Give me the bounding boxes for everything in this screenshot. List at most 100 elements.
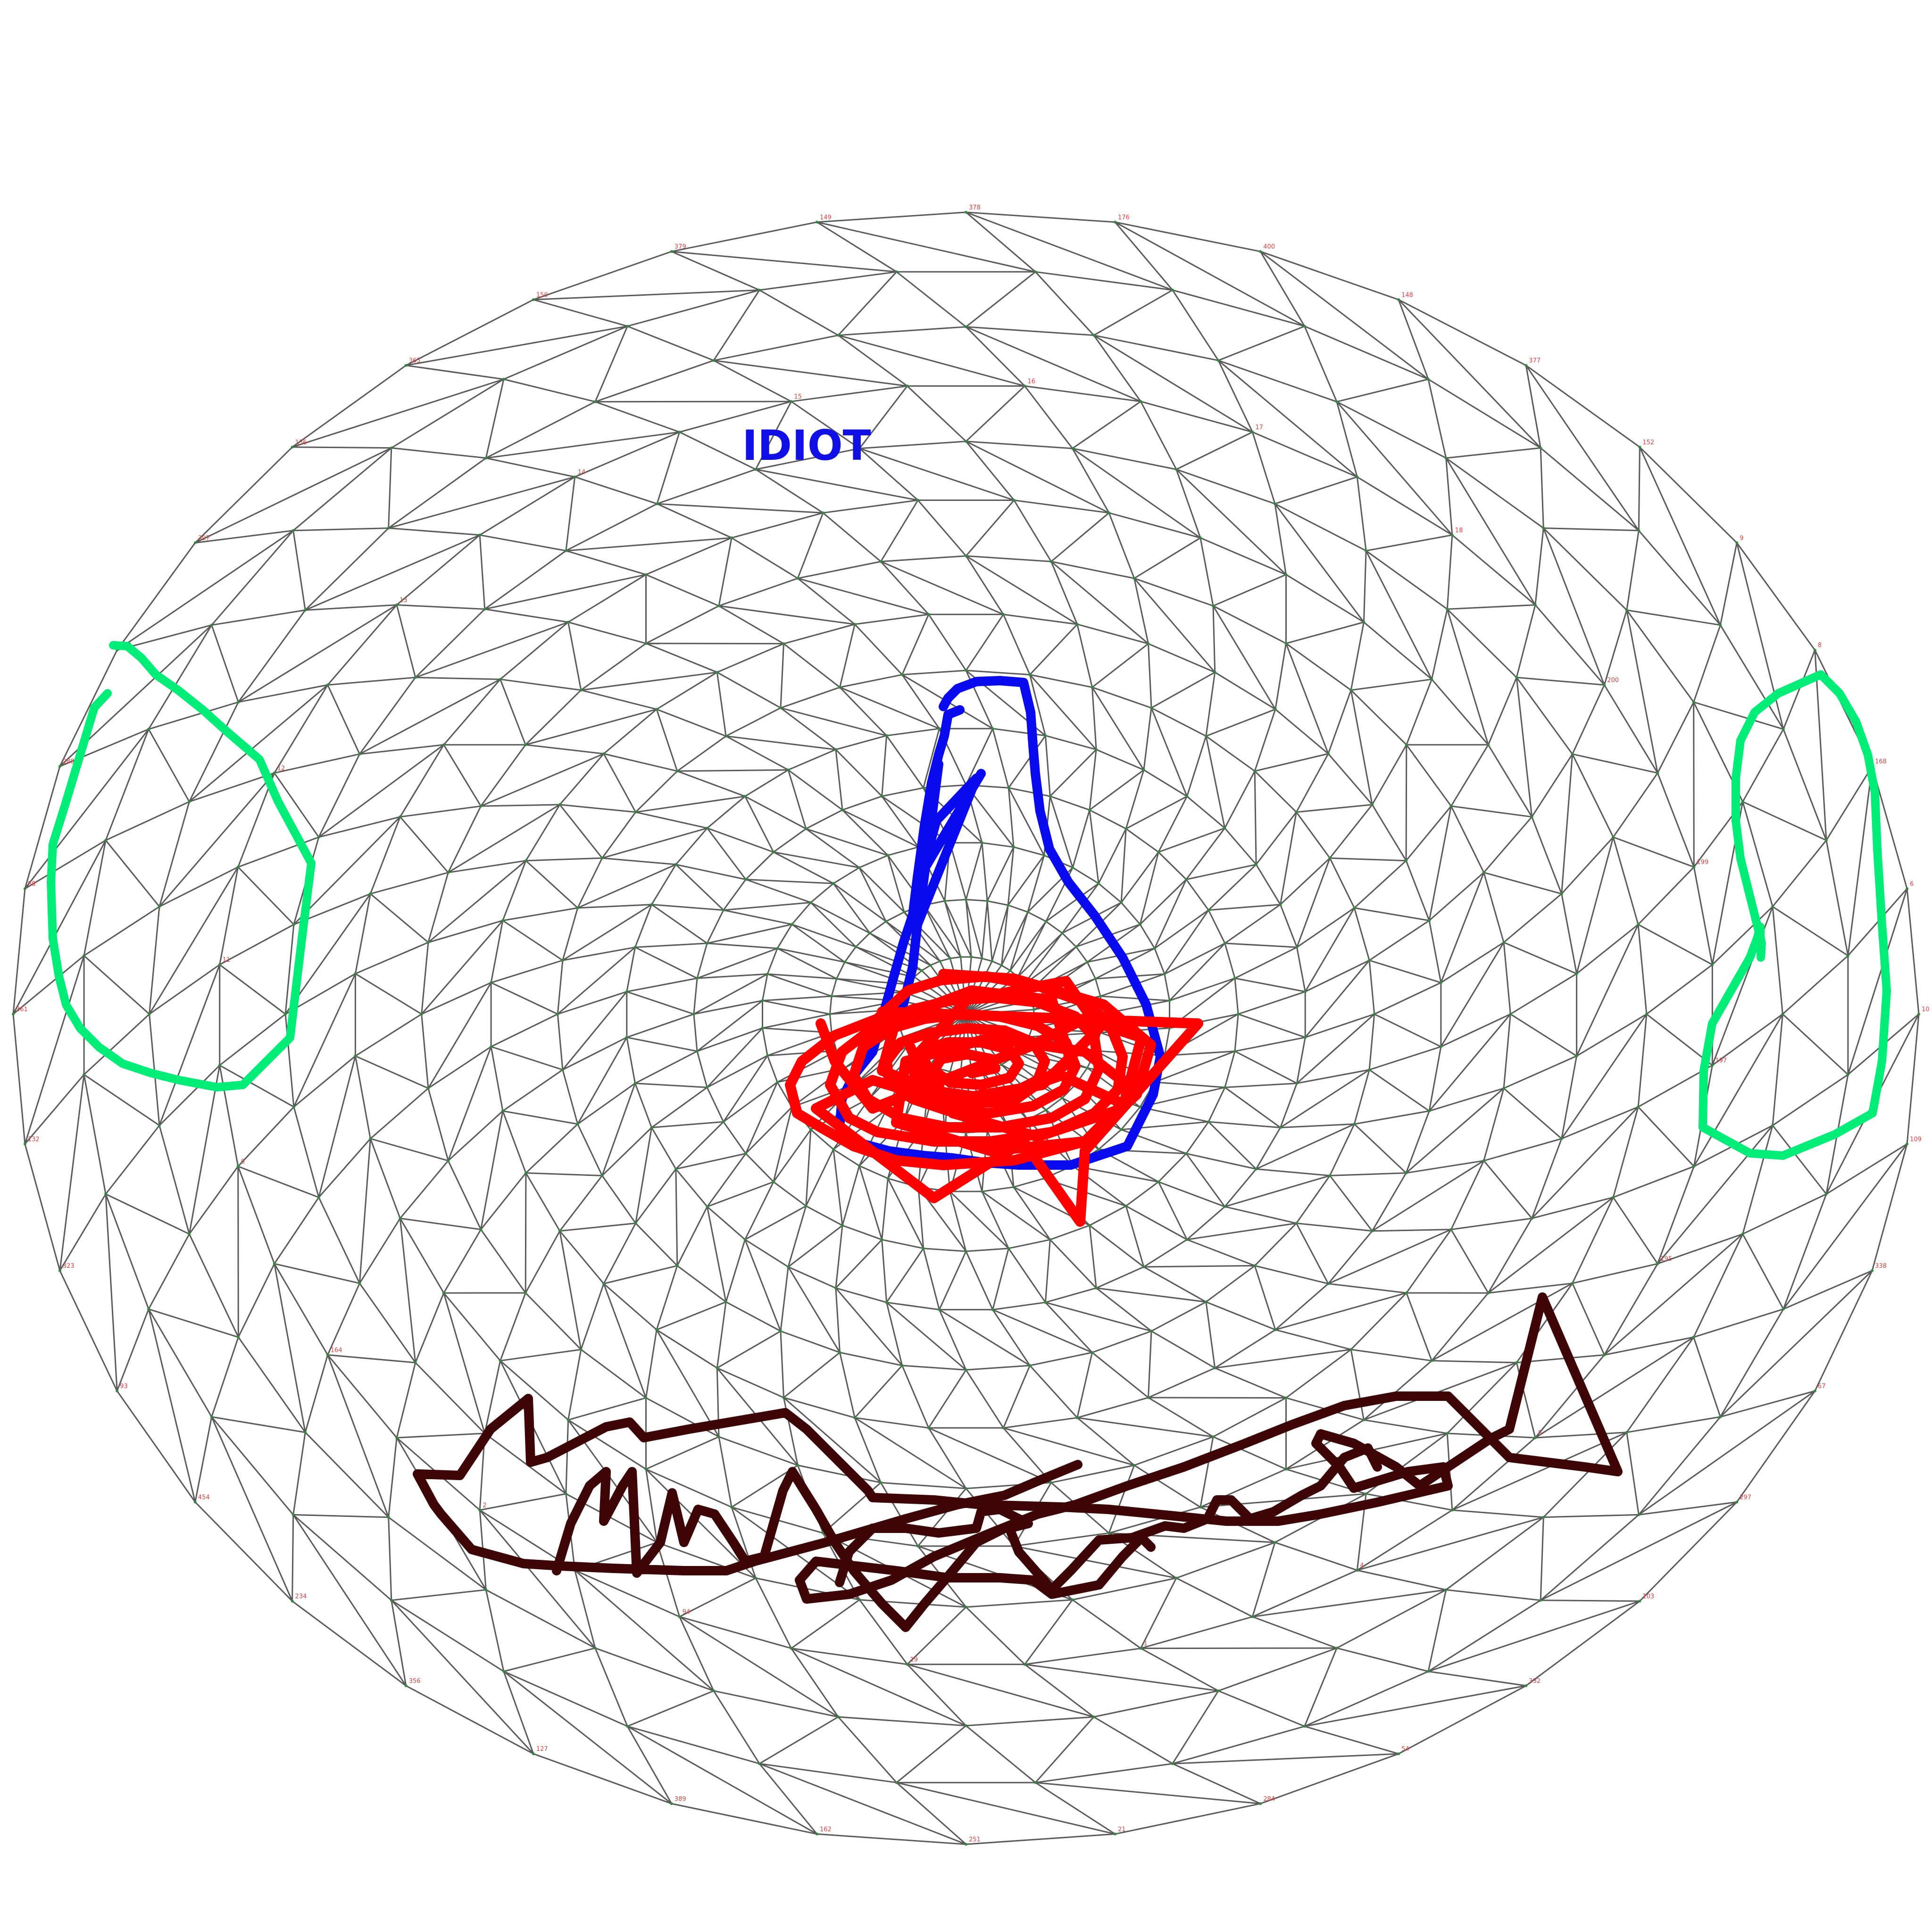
mesh-edge xyxy=(1089,1224,1144,1268)
mesh-edge xyxy=(1638,924,1713,966)
mesh-edge xyxy=(1098,1129,1122,1150)
mesh-vertex xyxy=(1571,752,1574,756)
vertex-index-label: 251 xyxy=(969,1836,981,1843)
mesh-edge xyxy=(992,728,1009,788)
mesh-vertex xyxy=(600,1174,604,1177)
mesh-edge xyxy=(1366,1493,1453,1511)
mesh-edge xyxy=(1172,1753,1399,1765)
mesh-edge xyxy=(780,686,840,709)
mesh-edge xyxy=(679,431,756,470)
mesh-vertex xyxy=(906,384,909,388)
mesh-edge xyxy=(1134,1436,1214,1466)
mesh-edge xyxy=(723,1121,747,1154)
mesh-edge xyxy=(706,909,724,944)
mesh-vertex xyxy=(816,220,818,224)
mesh-edge xyxy=(982,1191,1051,1241)
mesh-edge xyxy=(806,809,843,830)
mesh-edge xyxy=(791,902,812,925)
mesh-vertex xyxy=(237,700,240,704)
mesh-edge xyxy=(1305,1013,1375,1038)
mesh-edge xyxy=(1304,1671,1429,1727)
mesh-edge xyxy=(1363,1360,1432,1421)
mesh-vertex xyxy=(1365,1492,1368,1495)
mesh-edge xyxy=(1044,735,1051,797)
mesh-edge xyxy=(24,1074,85,1145)
mesh-edge xyxy=(391,1589,486,1601)
vertex-index-label: 377 xyxy=(1529,358,1541,365)
mesh-vertex xyxy=(420,1013,423,1016)
vertex-index-label: 4 xyxy=(1360,1562,1364,1569)
mesh-edge xyxy=(759,289,839,336)
mesh-vertex xyxy=(782,1396,785,1399)
mesh-edge xyxy=(1061,883,1099,934)
mesh-edge xyxy=(159,866,239,908)
mesh-vertex xyxy=(561,959,564,962)
mesh-edge xyxy=(1451,1437,1536,1511)
mesh-vertex xyxy=(210,1415,213,1418)
mesh-vertex xyxy=(1213,671,1216,674)
mesh-vertex xyxy=(1284,573,1288,576)
mesh-vertex xyxy=(58,1269,61,1272)
mesh-edge xyxy=(354,1056,371,1139)
mesh-edge xyxy=(759,271,897,291)
mesh-edge xyxy=(839,686,940,730)
mesh-edge xyxy=(1027,911,1047,922)
mesh-edge xyxy=(1218,1690,1305,1727)
mesh-edge xyxy=(1446,535,1453,609)
mesh-edge xyxy=(1208,864,1257,911)
mesh-edge xyxy=(562,1036,627,1071)
mesh-vertex xyxy=(766,973,769,975)
mesh-edge xyxy=(565,476,576,551)
mesh-edge xyxy=(1452,1509,1544,1518)
vertex-index-label: 361 xyxy=(16,1006,28,1013)
mesh-edge xyxy=(238,1337,306,1433)
mesh-edge xyxy=(1254,770,1297,813)
mesh-edge xyxy=(823,500,918,514)
mesh-edge xyxy=(59,650,118,767)
mesh-edge xyxy=(1049,1224,1090,1241)
mesh-vertex xyxy=(317,835,320,839)
mesh-edge xyxy=(1446,608,1489,745)
mesh-edge xyxy=(396,605,416,678)
mesh-edge xyxy=(1199,1436,1214,1507)
mesh-vertex xyxy=(1906,887,1909,891)
mesh-vertex xyxy=(1487,743,1490,746)
mesh-edge xyxy=(1445,1516,1544,1591)
mesh-edge xyxy=(634,904,652,948)
mesh-edge xyxy=(1252,1616,1337,1649)
mesh-vertex xyxy=(1813,1390,1816,1392)
mesh-edge xyxy=(1205,1302,1216,1368)
mesh-edge xyxy=(327,1354,390,1518)
mesh-edge xyxy=(791,385,908,402)
mesh-edge xyxy=(1208,1121,1257,1170)
mesh-vertex xyxy=(236,866,240,869)
vertex-index-label: 389 xyxy=(675,1796,686,1803)
mesh-vertex xyxy=(1097,1148,1100,1151)
mesh-edge xyxy=(901,614,930,675)
vertex-index-label: 93 xyxy=(120,1383,128,1390)
mesh-edge xyxy=(1350,1292,1407,1350)
mesh-edge xyxy=(369,816,401,894)
mesh-edge xyxy=(1164,942,1225,975)
vertex-index-label: 338 xyxy=(1875,1263,1887,1270)
mesh-edge xyxy=(1398,1685,1527,1755)
mesh-edge xyxy=(788,1266,836,1289)
mesh-vertex xyxy=(761,999,764,1002)
mesh-vertex xyxy=(1771,905,1774,908)
mesh-edge xyxy=(635,1223,678,1266)
mesh-edge xyxy=(567,622,582,691)
mesh-vertex xyxy=(787,768,790,772)
mesh-edge xyxy=(479,1509,596,1649)
mesh-vertex xyxy=(1157,850,1160,854)
mesh-edge xyxy=(838,326,966,336)
mesh-edge xyxy=(559,1231,582,1350)
mesh-edge xyxy=(105,801,190,841)
mesh-vertex xyxy=(479,805,483,808)
mesh-vertex xyxy=(776,947,779,950)
mesh-edge xyxy=(189,1166,239,1235)
mesh-edge xyxy=(500,621,569,680)
mesh-edge xyxy=(766,948,778,974)
mesh-edge xyxy=(211,1416,294,1516)
mesh-edge xyxy=(238,604,397,703)
mesh-edge xyxy=(1143,769,1188,797)
